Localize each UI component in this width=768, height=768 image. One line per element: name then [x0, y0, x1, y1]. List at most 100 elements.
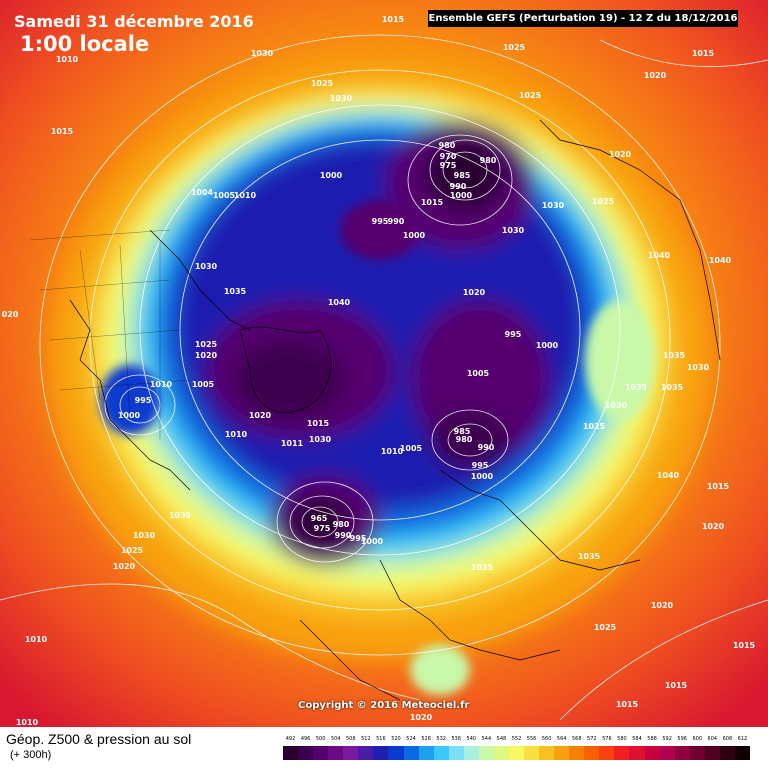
isobar-label: 1035 [661, 383, 684, 392]
footer-title: Géop. Z500 & pression au sol [6, 731, 192, 747]
isobar-label: 1000 [118, 411, 141, 420]
scale-label: 564 [556, 736, 567, 742]
isobar-label: 1030 [133, 531, 156, 540]
isobar-label: 1020 [702, 522, 725, 531]
color-scale-labels: 492 496 500 504 508 512 516 520 524 528 532 536 540 5… [283, 736, 750, 746]
scale-label: 584 [632, 736, 642, 742]
scale-label: 520 [391, 736, 401, 742]
color-scale-bar [283, 746, 750, 760]
isobar-label: 1035 [625, 383, 648, 392]
scale-label: 548 [496, 736, 507, 742]
scale-label: 500 [315, 736, 326, 742]
scale-swatch-552 [508, 746, 524, 760]
scale-label: 592 [662, 736, 672, 742]
isobar-label: 1000 [471, 472, 494, 481]
isobar-labels: 1015 1010 1030 1025 1015 1020 1025 1030 1025 1015… [2, 15, 756, 727]
isobar-label: 1020 [113, 562, 136, 571]
scale-label: 532 [436, 736, 446, 742]
scale-label: 560 [541, 736, 552, 742]
isobar-label: 1040 [328, 298, 351, 307]
scale-label: 608 [722, 736, 733, 742]
isobar-label: 1015 [307, 419, 330, 428]
scale-swatch-516 [373, 746, 389, 760]
isobar-label: 1030 [605, 401, 628, 410]
isobar-label: 980 [439, 141, 456, 150]
weather-map: 1015 1010 1030 1025 1015 1020 1025 1030 1025 1015… [0, 0, 768, 727]
forecast-hour: (+ 300h) [10, 749, 52, 761]
isobar-label: 1010 [25, 635, 48, 644]
isobar-label: 995 [372, 217, 389, 226]
isobar-label: 1010 [225, 430, 248, 439]
isobar-label: 1035 [224, 287, 247, 296]
scale-swatch-588 [644, 746, 660, 760]
time-title: 1:00 locale [20, 32, 150, 56]
isobar-label: 1010 [234, 191, 257, 200]
scale-swatch-500 [313, 746, 329, 760]
isobar-label: 990 [335, 531, 352, 540]
isobar-label: 1040 [709, 256, 732, 265]
isobar-label: 1035 [663, 351, 686, 360]
scale-label: 512 [361, 736, 371, 742]
scale-label: 556 [526, 736, 537, 742]
isobar-label: 1020 [609, 150, 632, 159]
isobar-label: 995 [135, 396, 152, 405]
isobar-label: 995 [505, 330, 522, 339]
isobar-label: 1015 [421, 198, 444, 207]
isobar-label: 1015 [692, 49, 715, 58]
scale-swatch-508 [343, 746, 359, 760]
isobar-label: 1030 [309, 435, 332, 444]
isobar-label: 1000 [320, 171, 343, 180]
isobar-label: 1040 [657, 471, 680, 480]
grid-lines [29, 229, 191, 440]
isobar-label: 1030 [251, 49, 274, 58]
isobar-label: 965 [311, 514, 328, 523]
isobar-label: 980 [333, 520, 350, 529]
scale-label: 588 [647, 736, 657, 742]
isobar-label: 990 [450, 182, 467, 191]
scale-swatch-604 [704, 746, 720, 760]
isobar-label: 1025 [594, 623, 617, 632]
isobar-label: 020 [2, 310, 19, 319]
scale-label: 516 [376, 736, 386, 742]
scale-swatch-548 [493, 746, 509, 760]
scale-swatch-572 [584, 746, 600, 760]
isobar-lines [0, 34, 768, 721]
isobar-label: 1035 [578, 552, 601, 561]
scale-swatch-580 [614, 746, 630, 760]
scale-swatch-504 [328, 746, 344, 760]
isobar-label: 970 [440, 152, 457, 161]
isobar-label: 995 [472, 461, 489, 470]
isobar-label: 985 [454, 427, 471, 436]
scale-label: 568 [571, 736, 582, 742]
scale-label: 612 [737, 736, 748, 742]
isobar-label: 1015 [665, 681, 688, 690]
isobar-label: 990 [388, 217, 405, 226]
isobar-label: 1005 [400, 444, 423, 453]
isobar-label: 1030 [195, 262, 218, 271]
scale-label: 492 [285, 736, 296, 742]
scale-label: 528 [421, 736, 431, 742]
scale-swatch-492 [283, 746, 299, 760]
scale-swatch-512 [358, 746, 374, 760]
isobar-label: 1005 [213, 191, 236, 200]
scale-label: 572 [587, 736, 597, 742]
isobar-label: 1020 [651, 601, 674, 610]
scale-label: 600 [692, 736, 703, 742]
scale-swatch-524 [403, 746, 419, 760]
scale-label: 544 [481, 736, 492, 742]
scale-swatch-556 [524, 746, 540, 760]
copyright-notice: Copyright © 2016 Meteociel.fr [298, 700, 470, 711]
isobar-label: 1015 [51, 127, 74, 136]
scale-swatch-600 [689, 746, 705, 760]
scale-swatch-520 [388, 746, 404, 760]
isobar-label: 1010 [150, 380, 173, 389]
isobar-label: 1015 [707, 482, 730, 491]
isobar-label: 1020 [463, 288, 486, 297]
isobar-label: 1035 [471, 563, 494, 572]
isobar-label: 1030 [687, 363, 710, 372]
isobar-label: 1020 [644, 71, 667, 80]
isobar-label: 1010 [56, 55, 79, 64]
isobar-label: 1025 [583, 422, 606, 431]
isobar-label: 1030 [502, 226, 525, 235]
isobar-label: 1010 [16, 718, 39, 727]
